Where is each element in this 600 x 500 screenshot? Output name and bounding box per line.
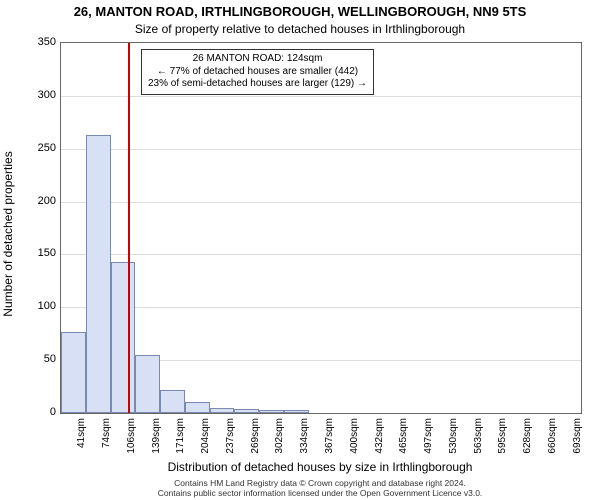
- histogram-bar: [185, 402, 210, 413]
- gridline: [61, 96, 581, 97]
- annotation-line: 26 MANTON ROAD: 124sqm: [148, 53, 367, 66]
- chart-subtitle: Size of property relative to detached ho…: [0, 22, 600, 36]
- y-tick-label: 150: [16, 247, 56, 259]
- chart-container: 26, MANTON ROAD, IRTHLINGBOROUGH, WELLIN…: [0, 0, 600, 500]
- gridline: [61, 202, 581, 203]
- histogram-bar: [284, 410, 309, 413]
- y-tick-label: 0: [16, 406, 56, 418]
- y-tick-label: 100: [16, 300, 56, 312]
- plot-area: 26 MANTON ROAD: 124sqm← 77% of detached …: [60, 42, 582, 414]
- footer-line-2: Contains public sector information licen…: [60, 489, 580, 498]
- gridline: [61, 149, 581, 150]
- gridline: [61, 307, 581, 308]
- histogram-bar: [86, 135, 111, 413]
- y-tick-label: 200: [16, 195, 56, 207]
- histogram-bar: [259, 410, 284, 413]
- histogram-bar: [234, 409, 259, 413]
- annotation-box: 26 MANTON ROAD: 124sqm← 77% of detached …: [141, 49, 374, 95]
- chart-title: 26, MANTON ROAD, IRTHLINGBOROUGH, WELLIN…: [0, 4, 600, 19]
- histogram-bar: [135, 355, 160, 413]
- annotation-line: 23% of semi-detached houses are larger (…: [148, 78, 367, 91]
- y-tick-label: 300: [16, 89, 56, 101]
- y-tick-label: 350: [16, 36, 56, 48]
- histogram-bar: [111, 262, 136, 413]
- histogram-bar: [160, 390, 185, 413]
- marker-line: [128, 43, 130, 413]
- y-axis-label: Number of detached properties: [1, 151, 15, 316]
- annotation-line: ← 77% of detached houses are smaller (44…: [148, 66, 367, 79]
- y-tick-label: 50: [16, 353, 56, 365]
- footer-attribution: Contains HM Land Registry data © Crown c…: [60, 479, 580, 498]
- y-tick-label: 250: [16, 142, 56, 154]
- x-axis-label: Distribution of detached houses by size …: [60, 460, 580, 474]
- histogram-bar: [210, 408, 235, 413]
- gridline: [61, 254, 581, 255]
- histogram-bar: [61, 332, 86, 413]
